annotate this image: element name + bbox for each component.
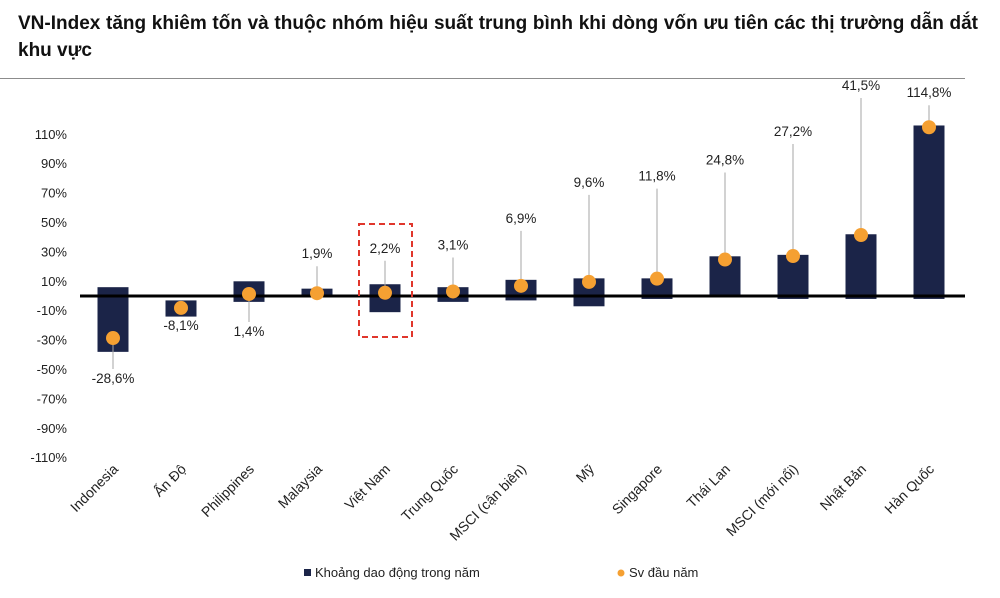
legend-bar-swatch (304, 569, 311, 576)
start-value-dot (378, 285, 392, 300)
legend: Khoảng dao động trong năm Sv đầu năm (304, 565, 698, 580)
highlight-box-vietnam (358, 223, 413, 338)
label-leader-lines (112, 97, 930, 370)
value-label: 6,9% (506, 211, 537, 226)
legend-dot-label: Sv đầu năm (629, 565, 698, 580)
start-value-dots (106, 120, 936, 346)
chart-title: VN-Index tăng khiêm tốn và thuộc nhóm hi… (18, 13, 978, 61)
value-label: 24,8% (706, 153, 744, 168)
value-label: 3,1% (438, 237, 469, 252)
x-tick-label: Ấn Độ (150, 461, 189, 500)
x-tick-label: Hàn Quốc (881, 461, 937, 517)
start-value-dot (854, 227, 868, 242)
value-label: 2,2% (370, 241, 401, 256)
y-tick-label: 30% (41, 244, 67, 259)
y-tick-label: 10% (41, 274, 67, 289)
start-value-dot (310, 286, 324, 301)
y-tick-label: -70% (37, 391, 68, 406)
y-tick-label: -10% (37, 303, 68, 318)
value-label: 27,2% (774, 124, 812, 139)
range-bar (913, 125, 945, 299)
legend-bar-label: Khoảng dao động trong năm (315, 565, 480, 580)
range-bar (641, 278, 673, 299)
start-value-dot (446, 284, 460, 299)
start-value-dot (514, 278, 528, 293)
legend-dot-swatch (617, 569, 625, 577)
y-tick-label: -50% (37, 362, 68, 377)
x-tick-label: Singapore (609, 461, 666, 518)
start-value-dot (922, 120, 936, 135)
x-tick-label: Philippines (198, 461, 257, 520)
y-tick-label: 90% (41, 156, 67, 171)
x-tick-label: MSCI (mới nổi) (723, 461, 801, 539)
value-label: 11,8% (638, 169, 675, 184)
y-tick-label: -110% (30, 450, 67, 465)
y-tick-label: 110% (35, 127, 68, 142)
x-tick-label: Trung Quốc (398, 461, 461, 524)
y-axis: 110% 90% 70% 50% 30% 10% -10% -30% -50% -70% -90% -… (30, 127, 67, 465)
x-tick-label: Mỹ (573, 461, 598, 486)
value-label: 1,4% (234, 324, 265, 339)
value-label: 1,9% (302, 246, 333, 261)
x-tick-label: Indonesia (67, 461, 121, 515)
start-value-dot (650, 271, 664, 286)
x-tick-label: Malaysia (275, 461, 326, 512)
value-label: 41,5% (842, 78, 880, 93)
value-label: 114,8% (907, 85, 952, 100)
y-tick-label: 50% (41, 215, 67, 230)
x-tick-label: Việt Nam (341, 461, 393, 513)
value-label: -28,6% (92, 371, 135, 386)
x-tick-label: Nhật Bản (817, 461, 870, 514)
value-label: -8,1% (163, 318, 198, 333)
start-value-dot (786, 249, 800, 264)
y-tick-label: 70% (41, 186, 67, 201)
y-tick-label: -30% (37, 333, 68, 348)
start-value-dot (582, 274, 596, 289)
start-value-dot (718, 252, 732, 267)
start-value-dot (106, 331, 120, 346)
start-value-dot (242, 286, 256, 301)
x-tick-label: Thái Lan (683, 461, 733, 511)
value-label: 9,6% (574, 175, 605, 190)
value-labels: -28,6% -8,1% 1,4% 1,9% 2,2% 3,1% 6,9% 9,6% 11,8%… (92, 78, 952, 386)
x-axis-labels: Indonesia Ấn Độ Philippines Malaysia Việt Na… (67, 461, 937, 544)
start-value-dot (174, 300, 188, 315)
range-bar (845, 234, 877, 299)
y-tick-label: -90% (37, 421, 68, 436)
title-divider (0, 78, 965, 79)
